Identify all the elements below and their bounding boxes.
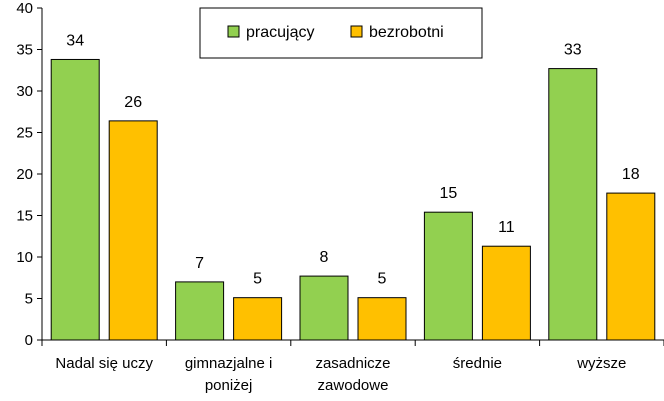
bar-bezrobotni xyxy=(108,120,158,341)
x-category-label-line: wyższe xyxy=(576,355,626,372)
x-category-label: gimnazjalne i poniżej xyxy=(185,355,273,394)
x-category-label-line: gimnazjalne i xyxy=(185,355,273,372)
x-category-label: zasadnicze zawodowe xyxy=(315,355,390,394)
plot-area: 0 5 10 15 20 25 30 35 40 34 26 Nadal się uczy 7 5 gimn… xyxy=(16,0,664,394)
y-tick-label: 40 xyxy=(16,0,33,17)
bar-pracujacy xyxy=(50,58,100,341)
bar-bezrobotni xyxy=(233,297,283,341)
legend-swatch-bezrobotni xyxy=(350,25,363,38)
data-label: 18 xyxy=(622,166,640,183)
y-tick-label: 30 xyxy=(16,83,33,100)
bar-pracujacy xyxy=(423,211,473,341)
x-category-label-line: Nadal się uczy xyxy=(55,355,153,372)
bar-bezrobotni xyxy=(481,245,531,341)
data-label: 26 xyxy=(124,94,142,111)
data-label: 34 xyxy=(66,32,84,49)
x-category-label: średnie xyxy=(453,355,502,372)
y-tick-label: 15 xyxy=(16,208,33,225)
data-label: 15 xyxy=(440,185,458,202)
data-label: 5 xyxy=(253,271,262,288)
data-label: 5 xyxy=(378,271,387,288)
bar-pracujacy xyxy=(299,275,349,341)
y-tick-label: 20 xyxy=(16,166,33,183)
x-category-label-line: poniżej xyxy=(205,377,253,394)
y-tick-label: 10 xyxy=(16,249,33,266)
y-tick-label: 35 xyxy=(16,42,33,59)
data-label: 11 xyxy=(498,219,515,236)
legend-label-pracujacy: pracujący xyxy=(246,24,314,41)
data-label: 33 xyxy=(564,42,582,59)
bar-bezrobotni xyxy=(357,297,407,341)
legend-swatch-pracujacy xyxy=(227,25,240,38)
bar-bezrobotni xyxy=(606,192,656,341)
data-label: 7 xyxy=(195,255,204,272)
x-category-label-line: zawodowe xyxy=(318,377,389,394)
x-category-label: Nadal się uczy xyxy=(55,355,153,372)
y-tick-label: 25 xyxy=(16,125,33,142)
x-category-label: wyższe xyxy=(576,355,626,372)
x-category-label-line: zasadnicze xyxy=(315,355,390,372)
y-tick-label: 0 xyxy=(25,332,33,349)
bar-pracujacy xyxy=(175,281,225,341)
data-label: 8 xyxy=(320,249,329,266)
x-category-label-line: średnie xyxy=(453,355,502,372)
legend: pracujący bezrobotni xyxy=(199,7,483,59)
legend-box xyxy=(199,7,483,59)
bar-pracujacy xyxy=(548,68,598,341)
legend-label-bezrobotni: bezrobotni xyxy=(369,24,444,41)
y-tick-label: 5 xyxy=(25,291,33,308)
